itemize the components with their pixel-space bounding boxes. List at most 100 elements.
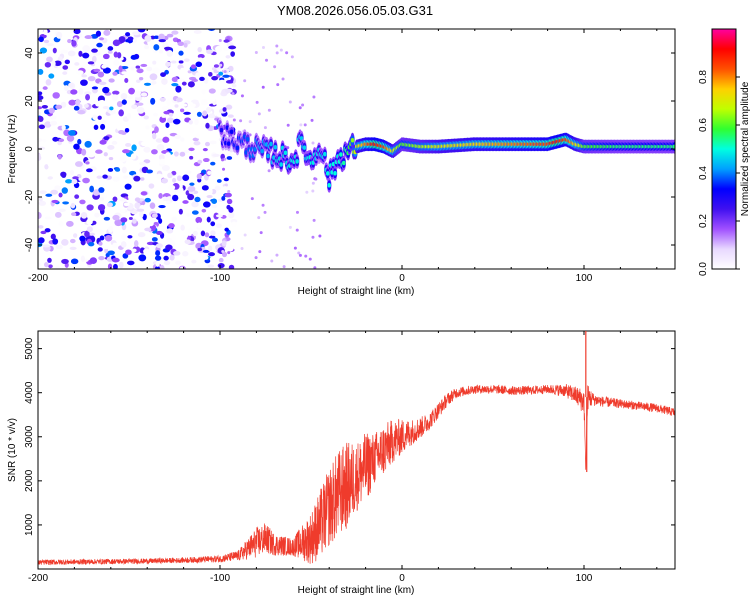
spectrogram-cell <box>44 121 52 128</box>
spectrogram-cell <box>227 251 231 255</box>
spectrogram-cell <box>178 208 183 215</box>
spectrogram-cell <box>178 60 184 64</box>
spectrogram-cell <box>60 101 67 108</box>
spectrogram-cell <box>137 29 146 33</box>
spectrogram-cell <box>58 221 64 227</box>
spectrogram-cell <box>68 130 76 136</box>
colorbar-tick-label: 0.8 <box>698 70 709 84</box>
spectrogram-cell <box>100 123 106 130</box>
spectrogram-cell <box>172 118 181 125</box>
spectrogram-cell <box>165 244 173 251</box>
spectrogram-cell <box>107 145 115 150</box>
spectrogram-cell <box>201 185 209 191</box>
spectrogram-cell <box>150 97 156 105</box>
snr-panel: -200 -100 0 100 1000 2000 3000 4000 5000 Height… <box>7 330 676 596</box>
spectrogram-cell <box>222 107 227 112</box>
spectrogram-cell <box>54 211 62 218</box>
spectrogram-cell <box>91 220 97 225</box>
spectrogram-cell <box>154 126 159 133</box>
spectrogram-cell <box>139 211 144 218</box>
spectrogram-cell <box>225 55 231 59</box>
spectrogram-cell <box>118 65 123 73</box>
colorbar-tick-label: 0.0 <box>698 262 709 276</box>
spectrogram-cell <box>189 126 194 134</box>
spectrogram-cell <box>182 200 189 204</box>
spectrogram-cell <box>46 250 52 256</box>
spectrogram-cell <box>55 104 63 110</box>
spectrogram-cell <box>125 249 132 255</box>
spectrogram-cell <box>215 201 220 206</box>
spectrogram-cell <box>210 97 216 102</box>
spectrogram-cell <box>49 209 55 214</box>
spectrogram-cell <box>97 247 103 252</box>
spectrogram-cell <box>201 208 207 213</box>
spectrogram-cell <box>155 173 163 180</box>
spectrogram-cell <box>311 189 315 193</box>
spectrogram-cell <box>182 234 188 239</box>
spectrogram-cell <box>186 212 191 217</box>
spectrogram-cell <box>180 103 188 107</box>
spectrogram-cell <box>99 196 105 201</box>
spectrogram-cell <box>64 59 70 65</box>
spectrogram-cell <box>86 218 93 225</box>
spectrogram-cell <box>62 201 70 205</box>
colorbar-tick-label: 0.4 <box>698 166 709 180</box>
spectrogram-cell <box>119 156 127 163</box>
spectrogram-cell <box>124 128 130 133</box>
spectrogram-cell <box>205 122 210 129</box>
spectrogram-cell <box>44 61 52 68</box>
spectrogram-cell <box>100 119 107 126</box>
spectrogram-cell <box>75 98 81 106</box>
spectrogram-cell <box>95 149 103 154</box>
spectrogram-cell <box>191 99 199 104</box>
spectrogram-cell <box>158 192 163 199</box>
spectrogram-cell <box>73 233 78 238</box>
spectrogram-cell <box>92 189 100 196</box>
spectrogram-cell <box>218 71 224 76</box>
spectrogram-cell <box>55 244 63 250</box>
spectrogram-cell <box>175 85 182 93</box>
spectrogram-cell <box>156 144 165 151</box>
spectrogram-cell <box>295 228 299 232</box>
spectrogram-cell <box>120 241 127 248</box>
spectrogram-cell <box>101 64 107 69</box>
spectrogram-cell <box>171 216 177 222</box>
spectrogram-cell <box>202 110 208 117</box>
spectrogram-cell <box>155 261 160 267</box>
spectrogram-cell <box>48 107 55 114</box>
spectrogram-cell <box>126 112 132 120</box>
spectrogram-cell <box>86 168 93 173</box>
spectrogram-cell <box>78 87 84 95</box>
spectrogram-cell <box>93 124 99 130</box>
spectrogram-cell <box>54 265 61 269</box>
spectrogram-cell <box>266 153 270 159</box>
spectrogram-cell <box>111 257 120 263</box>
spectrogram-cell <box>243 79 247 83</box>
spectrogram-cell <box>225 80 234 84</box>
snr-y-ticks: 1000 2000 3000 4000 5000 <box>24 337 675 536</box>
spectrogram-cell <box>228 65 234 72</box>
spectrogram-cell <box>179 151 186 157</box>
spectrogram-cell <box>254 256 258 260</box>
spectrogram-cell <box>317 160 321 164</box>
spectrogram-cell <box>67 39 72 44</box>
spectrogram-cell <box>210 161 216 166</box>
spectrogram-cell <box>131 98 136 104</box>
spectrogram-cell <box>120 92 128 100</box>
spectrogram-cell <box>190 64 197 69</box>
spectrogram-cell <box>81 74 87 78</box>
spectrogram-cell <box>177 41 185 46</box>
spectrogram-cell <box>91 86 99 90</box>
spectrogram-cell <box>327 182 332 188</box>
spectrogram-cell <box>169 241 176 247</box>
spectrogram-cell <box>59 120 68 125</box>
spectrogram-cell <box>112 242 118 248</box>
spectrogram-cell <box>222 74 230 78</box>
spectrogram-cell <box>196 173 202 180</box>
spectrogram-cell <box>184 124 192 128</box>
spectrogram-cell <box>201 89 206 95</box>
spectrogram-cell <box>127 36 134 41</box>
spectrogram-cell <box>203 77 209 84</box>
spectrogram-cell <box>48 264 53 269</box>
spectrogram-cell <box>235 145 240 151</box>
